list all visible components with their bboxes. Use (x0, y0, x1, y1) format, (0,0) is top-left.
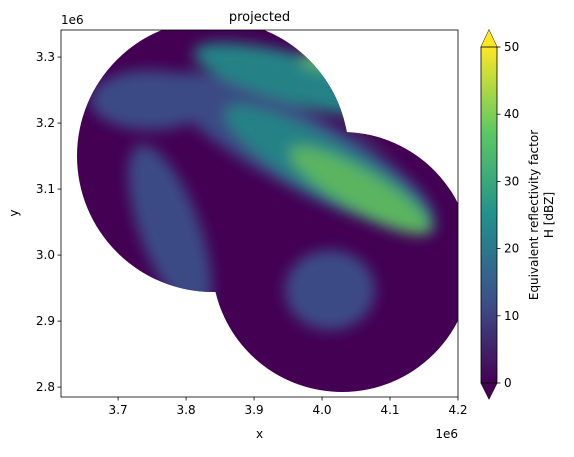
y-axis-label: y (7, 209, 21, 216)
x-tick-label: 3.7 (109, 403, 128, 417)
colorbar-tick-label: 50 (504, 40, 519, 54)
colorbar (480, 46, 498, 384)
x-tick-label: 4.1 (380, 403, 399, 417)
y-tick-label: 2.8 (36, 380, 55, 394)
y-tick-label: 3.1 (36, 182, 55, 196)
x-tick-label: 4.0 (312, 403, 331, 417)
y-offset-text: 1e6 (61, 13, 84, 27)
colorbar-tick-label: 20 (504, 242, 519, 256)
y-tick-label: 3.0 (36, 248, 55, 262)
colorbar-extend-max (481, 30, 497, 47)
x-offset-text: 1e6 (435, 427, 458, 441)
colorbar-tick-label: 40 (504, 107, 519, 121)
x-tick-label: 3.9 (245, 403, 264, 417)
colorbar-label: Equivalent reflectivity factor (527, 130, 541, 300)
chart-title: projected (229, 10, 290, 25)
x-tick-label: 4.2 (448, 403, 467, 417)
colorbar-label: H [dBZ] (542, 192, 556, 238)
colorbar-extend-min (481, 383, 497, 399)
x-axis-label: x (256, 427, 263, 441)
colorbar-tick-label: 30 (504, 174, 519, 188)
y-tick-label: 3.2 (36, 116, 55, 130)
colorbar-tick-label: 0 (504, 376, 512, 390)
colorbar-tick-label: 10 (504, 309, 519, 323)
x-tick-label: 3.8 (177, 403, 196, 417)
plot-frame (60, 29, 459, 398)
y-tick-label: 3.3 (36, 50, 55, 64)
radar-image (77, 30, 458, 392)
y-tick-label: 2.9 (36, 314, 55, 328)
